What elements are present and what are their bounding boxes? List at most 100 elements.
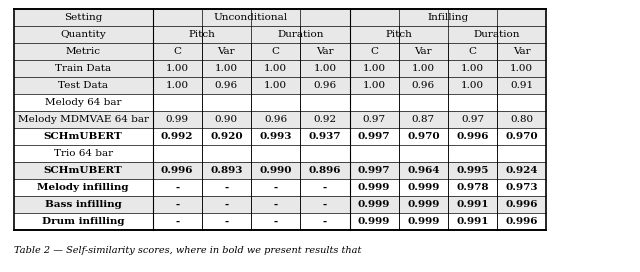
Text: 0.996: 0.996 xyxy=(456,132,489,141)
Bar xyxy=(202,94,251,111)
Bar xyxy=(497,162,547,179)
Text: 0.96: 0.96 xyxy=(264,115,287,124)
Bar xyxy=(152,111,202,128)
Text: Var: Var xyxy=(316,47,333,56)
Text: C: C xyxy=(370,47,378,56)
Bar xyxy=(202,162,251,179)
Bar xyxy=(399,128,448,145)
Text: Test Data: Test Data xyxy=(58,81,108,90)
Bar xyxy=(251,26,300,44)
Bar xyxy=(152,44,202,60)
Bar xyxy=(300,179,349,196)
Bar xyxy=(497,128,547,145)
Text: Drum infilling: Drum infilling xyxy=(42,217,124,226)
Bar xyxy=(202,44,251,60)
Bar xyxy=(349,162,399,179)
Text: 0.970: 0.970 xyxy=(506,132,538,141)
Bar xyxy=(13,162,152,179)
Bar xyxy=(13,78,152,94)
Bar xyxy=(399,196,448,213)
Text: 0.996: 0.996 xyxy=(506,217,538,226)
Text: -: - xyxy=(224,200,228,209)
Bar xyxy=(399,179,448,196)
Text: 1.00: 1.00 xyxy=(412,64,435,73)
Text: Var: Var xyxy=(415,47,432,56)
Text: -: - xyxy=(175,183,179,192)
Bar xyxy=(497,60,547,78)
Text: 0.893: 0.893 xyxy=(210,166,243,175)
Bar xyxy=(202,179,251,196)
Text: -: - xyxy=(323,183,327,192)
Bar xyxy=(349,94,399,111)
Text: -: - xyxy=(273,217,278,226)
Bar xyxy=(300,78,349,94)
Bar xyxy=(152,10,202,26)
Bar xyxy=(448,44,497,60)
Text: Infilling: Infilling xyxy=(428,13,468,23)
Text: Melody infilling: Melody infilling xyxy=(37,183,129,192)
Text: 0.97: 0.97 xyxy=(461,115,484,124)
Text: -: - xyxy=(175,200,179,209)
Bar xyxy=(497,145,547,162)
Text: -: - xyxy=(323,217,327,226)
Text: 0.87: 0.87 xyxy=(412,115,435,124)
Bar xyxy=(152,128,202,145)
Text: 0.80: 0.80 xyxy=(510,115,533,124)
Bar xyxy=(251,60,300,78)
Bar xyxy=(202,60,251,78)
Text: 0.999: 0.999 xyxy=(407,200,440,209)
Text: 0.96: 0.96 xyxy=(412,81,435,90)
Text: 0.97: 0.97 xyxy=(362,115,386,124)
Text: Trio 64 bar: Trio 64 bar xyxy=(54,149,113,158)
Text: Bass infilling: Bass infilling xyxy=(45,200,122,209)
Text: -: - xyxy=(323,200,327,209)
Bar xyxy=(300,145,349,162)
Bar xyxy=(349,145,399,162)
Bar xyxy=(448,78,497,94)
Bar xyxy=(448,111,497,128)
Text: C: C xyxy=(173,47,181,56)
Bar xyxy=(13,213,152,230)
Text: 0.999: 0.999 xyxy=(358,183,390,192)
Text: -: - xyxy=(224,217,228,226)
Text: 0.920: 0.920 xyxy=(210,132,243,141)
Text: 1.00: 1.00 xyxy=(362,64,386,73)
Text: 0.996: 0.996 xyxy=(161,166,193,175)
Text: 1.00: 1.00 xyxy=(461,81,484,90)
Text: 0.999: 0.999 xyxy=(358,200,390,209)
Bar xyxy=(13,196,152,213)
Text: 1.00: 1.00 xyxy=(314,64,337,73)
Bar xyxy=(152,26,202,44)
Bar xyxy=(448,10,497,26)
Bar xyxy=(13,26,152,44)
Text: SCHmUBERT: SCHmUBERT xyxy=(44,166,122,175)
Bar xyxy=(300,213,349,230)
Bar xyxy=(349,44,399,60)
Bar xyxy=(202,196,251,213)
Bar xyxy=(448,128,497,145)
Bar xyxy=(13,128,152,145)
Bar xyxy=(13,179,152,196)
Bar xyxy=(497,78,547,94)
Bar xyxy=(202,213,251,230)
Text: -: - xyxy=(273,200,278,209)
Bar xyxy=(448,60,497,78)
Bar xyxy=(152,60,202,78)
Text: 0.978: 0.978 xyxy=(456,183,489,192)
Text: 1.00: 1.00 xyxy=(264,64,287,73)
Text: Metric: Metric xyxy=(66,47,100,56)
Bar xyxy=(497,26,547,44)
Bar xyxy=(251,196,300,213)
Bar xyxy=(300,94,349,111)
Bar xyxy=(349,179,399,196)
Bar xyxy=(448,179,497,196)
Text: 0.96: 0.96 xyxy=(215,81,238,90)
Text: -: - xyxy=(224,183,228,192)
Text: 0.999: 0.999 xyxy=(407,217,440,226)
Text: 0.924: 0.924 xyxy=(506,166,538,175)
Bar xyxy=(251,44,300,60)
Bar xyxy=(251,10,300,26)
Text: 1.00: 1.00 xyxy=(461,64,484,73)
Bar xyxy=(300,111,349,128)
Text: 0.964: 0.964 xyxy=(407,166,440,175)
